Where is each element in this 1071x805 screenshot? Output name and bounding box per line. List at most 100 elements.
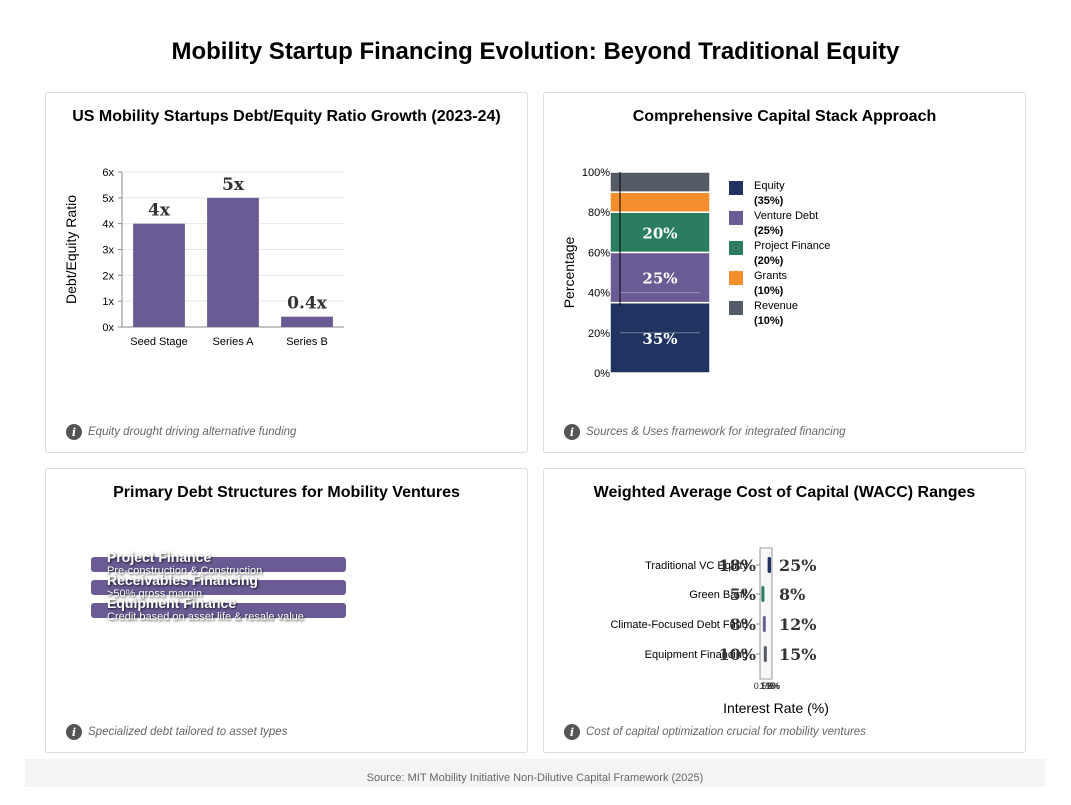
category-label: Equipment Financing — [645, 649, 748, 661]
low-label: 18% — [719, 556, 756, 575]
x-tick-label: Seed Stage — [130, 336, 188, 348]
info-icon: i — [66, 724, 82, 740]
x-tick-label: 1.5% — [760, 681, 781, 691]
capital-stack-panel: Comprehensive Capital Stack Approach 35%… — [543, 92, 1026, 453]
legend-swatch — [729, 301, 743, 315]
stack-segment — [609, 301, 711, 374]
debt-bar — [91, 580, 346, 595]
debt-structures-panel: Primary Debt Structures for Mobility Ven… — [45, 468, 528, 753]
debt-structure-project-finance: Project Finance Pre-construction & Const… — [91, 549, 346, 577]
y-tick-label: 6x — [102, 167, 114, 179]
debt-structure-description: Pre-construction & Construction — [107, 565, 263, 577]
high-label: 15% — [779, 645, 816, 664]
y-tick-label: 0x — [102, 322, 114, 334]
high-label: 12% — [779, 615, 816, 634]
y-axis-label: Percentage — [561, 236, 577, 308]
range-bar — [762, 616, 766, 632]
range-bar — [761, 586, 765, 602]
debt-structure-description: >50% gross margin — [107, 588, 203, 600]
wacc-panel: Weighted Average Cost of Capital (WACC) … — [543, 468, 1026, 753]
data-label: 5x — [222, 175, 245, 195]
source-footer: Source: MIT Mobility Initiative Non-Dilu… — [25, 759, 1045, 787]
footnote-text: Equity drought driving alternative fundi… — [88, 426, 297, 438]
debt-structure-name: Equipment Finance — [107, 595, 237, 611]
y-tick-label: 60% — [588, 247, 610, 259]
y-tick-label: 1x — [102, 296, 114, 308]
x-tick-label: 2% — [766, 681, 779, 691]
debt-structure-description: Credit based on asset life & resale valu… — [107, 611, 304, 623]
legend-label: Grants — [754, 270, 788, 282]
category-label: Climate-Focused Debt Fund — [610, 619, 748, 631]
legend-label: Revenue — [754, 300, 799, 312]
y-tick-label: 20% — [588, 328, 610, 340]
legend-pct: (10%) — [754, 315, 784, 327]
range-bar — [763, 646, 767, 662]
low-label: 10% — [719, 645, 756, 664]
info-icon: i — [564, 424, 580, 440]
data-label: 35% — [642, 330, 677, 348]
legend-pct: (35%) — [754, 195, 784, 207]
plot-frame — [759, 547, 773, 680]
debt-bar — [91, 603, 346, 618]
legend-pct: (25%) — [754, 225, 784, 237]
legend-pct: (20%) — [754, 255, 784, 267]
debt-structure-name: Receivables Financing — [107, 572, 258, 588]
y-tick-label: 0% — [594, 368, 610, 380]
legend-label: Project Finance — [754, 240, 831, 252]
category-label: Traditional VC Equity — [645, 560, 748, 572]
legend-label: Equity — [754, 180, 785, 192]
x-axis-label: Interest Rate (%) — [723, 700, 829, 716]
legend-item-venture-debt: Venture Debt (25%) — [729, 209, 830, 237]
page-title: Mobility Startup Financing Evolution: Be… — [171, 38, 900, 65]
category-label: Green Bank — [689, 589, 748, 601]
capital-stack-chart: 35% 25% 20% 0% 20% 40% 60% 80% 100% Percentage — [561, 167, 711, 380]
capital-stack-footnote: i Sources & Uses framework for integrate… — [564, 424, 846, 440]
footnote-text: Sources & Uses framework for integrated … — [586, 426, 846, 438]
y-tick-label: 40% — [588, 288, 610, 300]
bar — [207, 197, 259, 327]
legend-item-project-finance: Project Finance (20%) — [729, 239, 831, 267]
capital-stack-legend: Equity (35%) Venture Debt (25%) Project Fi… — [729, 179, 830, 329]
low-label: 8% — [730, 615, 756, 634]
y-tick-label: 3x — [102, 245, 114, 257]
high-label: 25% — [779, 556, 816, 575]
debt-equity-chart: 0x 1x 2x 3x 4x 5x 6x Seed Stage 4x Series A 5x Seri… — [63, 167, 344, 348]
bar — [281, 316, 333, 327]
x-tick-label: Series A — [213, 336, 255, 348]
wacc-title: Weighted Average Cost of Capital (WACC) … — [593, 484, 976, 501]
legend-swatch — [729, 211, 743, 225]
y-tick-label: 2x — [102, 270, 114, 282]
high-label: 8% — [779, 585, 805, 604]
stack-segment — [609, 251, 711, 304]
low-label: 5% — [730, 585, 756, 604]
legend-label: Venture Debt — [754, 210, 819, 222]
stack-segment — [609, 211, 711, 254]
y-tick-label: 80% — [588, 207, 610, 219]
data-label: 4x — [148, 201, 171, 221]
bar — [133, 223, 185, 327]
wacc-footnote: i Cost of capital optimization crucial f… — [564, 724, 866, 740]
debt-structure-equipment: Equipment Finance Credit based on asset … — [91, 595, 346, 623]
x-tick-label: Series B — [286, 336, 328, 348]
legend-swatch — [729, 241, 743, 255]
debt-equity-panel: US Mobility Startups Debt/Equity Ratio G… — [45, 92, 528, 453]
footnote-text: Cost of capital optimization crucial for… — [586, 726, 866, 738]
debt-structure-receivables: Receivables Financing >50% gross margin — [91, 572, 346, 600]
legend-item-revenue: Revenue (10%) — [729, 299, 830, 327]
legend-item-equity: Equity (35%) — [729, 179, 830, 207]
info-icon: i — [564, 724, 580, 740]
info-icon: i — [66, 424, 82, 440]
debt-structures-footnote: i Specialized debt tailored to asset typ… — [66, 724, 287, 740]
x-tick-label: 1% — [760, 681, 773, 691]
capital-stack-title: Comprehensive Capital Stack Approach — [632, 108, 937, 125]
x-tick-label: 0.5% — [754, 681, 775, 691]
data-label: 25% — [642, 270, 677, 288]
footnote-text: Specialized debt tailored to asset types — [88, 726, 288, 738]
y-tick-label: 4x — [102, 219, 114, 231]
legend-pct: (10%) — [754, 285, 784, 297]
stack-segment — [609, 191, 711, 213]
debt-bar — [91, 557, 346, 572]
y-axis-label: Debt/Equity Ratio — [63, 195, 79, 304]
legend-item-grants: Grants (10%) — [729, 269, 830, 297]
